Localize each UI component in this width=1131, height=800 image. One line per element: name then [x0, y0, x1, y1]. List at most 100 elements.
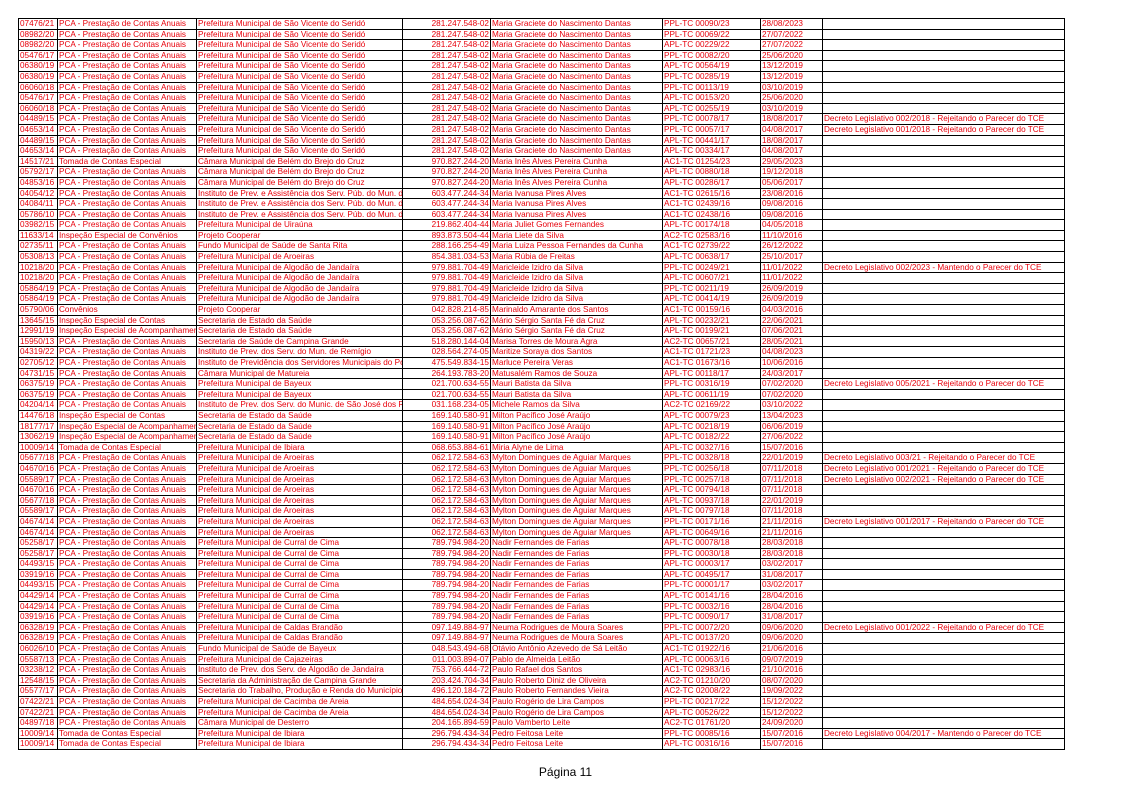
process-type: Inspeção Especial de Convênios [57, 229, 197, 242]
process-type: PCA - Prestação de Contas Anuais [57, 717, 197, 729]
note: Decreto Legislativo 002/2018 - Rejeitand… [822, 113, 1065, 125]
entity: Prefeitura Municipal de São Vicente do S… [196, 81, 403, 94]
entity: Secretaria de Estado da Saúde [196, 420, 403, 433]
process-number: 08982/20 [18, 28, 58, 41]
person-name: Mário Sérgio Santa Fé da Cruz [490, 325, 663, 337]
person-name: Nadir Fernandes de Farias [490, 579, 663, 592]
process-type: PCA - Prestação de Contas Anuais [57, 632, 197, 645]
entity: Prefeitura Municipal de Aroeiras [196, 452, 403, 464]
decision: AC1-TC 02739/22 [662, 240, 761, 253]
cpf: 204.165.894-59 [402, 717, 491, 729]
decision: AC1-TC 01254/23 [662, 155, 761, 168]
person-name: Pedro Feitosa Leite [490, 727, 663, 740]
process-type: Tomada de Contas Especial [57, 155, 197, 168]
person-name: Maria Graciete do Nascimento Dantas [490, 102, 663, 115]
entity: Prefeitura Municipal de Curral de Cima [196, 568, 403, 581]
entity: Prefeitura Municipal de Curral de Cima [196, 590, 403, 602]
table-row: 10009/14 Tomada de Contas Especial Prefeit… [18, 441, 1065, 454]
entity: Prefeitura Municipal de Cacimba de Areia [196, 706, 403, 719]
decision: PPL-TC 00090/23 [662, 18, 761, 30]
table-row: 06380/19 PCA - Prestação de Contas Anuais… [18, 60, 1065, 72]
entity: Secretaria de Estado da Saúde [196, 325, 403, 337]
page-number: Página 11 [538, 765, 593, 779]
entity: Prefeitura Municipal de Aroeiras [196, 515, 403, 528]
date: 26/12/2022 [760, 240, 823, 253]
table-row: 04493/15 PCA - Prestação de Contas Anuais… [18, 558, 1065, 570]
table-row: 12548/15 PCA - Prestação de Contas Anuais… [18, 674, 1065, 687]
table-row: 04054/12 PCA - Prestação de Contas Anuais… [18, 187, 1065, 200]
process-number: 10009/14 [18, 441, 58, 454]
process-number: 14517/21 [18, 155, 58, 168]
process-number: 04489/15 [18, 134, 58, 147]
cpf: 970.827.244-20 [402, 176, 491, 189]
decision: APL-TC 00003/17 [662, 558, 761, 570]
note [822, 208, 1065, 221]
process-number: 04674/14 [18, 515, 58, 528]
cpf: 281.247.548-02 [402, 92, 491, 104]
table-row: 12991/19 Inspeção Especial de Acompanhame… [18, 325, 1065, 337]
entity: Prefeitura Municipal de Bayeux [196, 378, 403, 390]
decision: AC1-TC 00159/16 [662, 304, 761, 316]
decision: APL-TC 00078/18 [662, 537, 761, 549]
process-number: 04319/22 [18, 346, 58, 358]
entity: Secretaria de Estado da Saúde [196, 409, 403, 422]
date: 24/03/2017 [760, 367, 823, 380]
process-type: PCA - Prestação de Contas Anuais [57, 590, 197, 602]
person-name: Paulo Vamberto Leite [490, 717, 663, 729]
process-type: PCA - Prestação de Contas Anuais [57, 113, 197, 125]
entity: Câmara Municipal de Belém do Brejo do Cr… [196, 176, 403, 189]
person-name: Mylton Domingues de Aguiar Marques [490, 473, 663, 486]
cpf: 048.543.494-68 [402, 643, 491, 655]
date: 03/02/2017 [760, 579, 823, 592]
process-number: 06060/18 [18, 102, 58, 115]
process-number: 05476/17 [18, 92, 58, 104]
entity: Prefeitura Municipal de São Vicente do S… [196, 70, 403, 83]
process-type: PCA - Prestação de Contas Anuais [57, 166, 197, 178]
process-number: 04653/14 [18, 145, 58, 157]
cpf: 281.247.548-02 [402, 39, 491, 51]
process-type: PCA - Prestação de Contas Anuais [57, 18, 197, 30]
cpf: 042.828.214-85 [402, 304, 491, 316]
process-type: PCA - Prestação de Contas Anuais [57, 621, 197, 634]
date: 07/02/2020 [760, 388, 823, 401]
decision: APL-TC 00218/19 [662, 420, 761, 433]
process-type: PCA - Prestação de Contas Anuais [57, 346, 197, 358]
note [822, 717, 1065, 729]
process-number: 11633/14 [18, 229, 58, 242]
note [822, 293, 1065, 306]
cpf: 062.172.584-63 [402, 473, 491, 486]
note [822, 674, 1065, 687]
cpf: 979.881.704-49 [402, 272, 491, 284]
process-type: PCA - Prestação de Contas Anuais [57, 579, 197, 592]
table-row: 04670/16 PCA - Prestação de Contas Anuais… [18, 484, 1065, 496]
date: 24/09/2020 [760, 717, 823, 729]
process-number: 06380/19 [18, 60, 58, 72]
person-name: Nadir Fernandes de Farias [490, 568, 663, 581]
note [822, 134, 1065, 147]
process-number: 04674/14 [18, 526, 58, 539]
cpf: 753.766.444-72 [402, 664, 491, 676]
cpf: 281.247.548-02 [402, 81, 491, 94]
date: 15/07/2016 [760, 738, 823, 750]
entity: Prefeitura Municipal de Aroeiras [196, 462, 403, 475]
cpf: 011.003.894-07 [402, 653, 491, 666]
process-type: PCA - Prestação de Contas Anuais [57, 643, 197, 655]
process-type: PCA - Prestação de Contas Anuais [57, 462, 197, 475]
cpf: 281.247.548-02 [402, 70, 491, 83]
process-type: PCA - Prestação de Contas Anuais [57, 208, 197, 221]
note [822, 198, 1065, 210]
process-type: PCA - Prestação de Contas Anuais [57, 49, 197, 62]
date: 13/12/2019 [760, 60, 823, 72]
date: 04/05/2018 [760, 219, 823, 231]
person-name: Nadir Fernandes de Farias [490, 600, 663, 613]
cpf: 281.247.548-02 [402, 113, 491, 125]
process-number: 03982/15 [18, 219, 58, 231]
process-type: PCA - Prestação de Contas Anuais [57, 39, 197, 51]
date: 09/07/2019 [760, 653, 823, 666]
entity: Prefeitura Municipal de São Vicente do S… [196, 102, 403, 115]
table-row: 13645/15 Inspeção Especial de Contas Secre… [18, 314, 1065, 327]
decision: APL-TC 00137/20 [662, 632, 761, 645]
decision: APL-TC 00079/23 [662, 409, 761, 422]
person-name: Maricleide Izidro da Silva [490, 293, 663, 306]
date: 09/08/2016 [760, 198, 823, 210]
